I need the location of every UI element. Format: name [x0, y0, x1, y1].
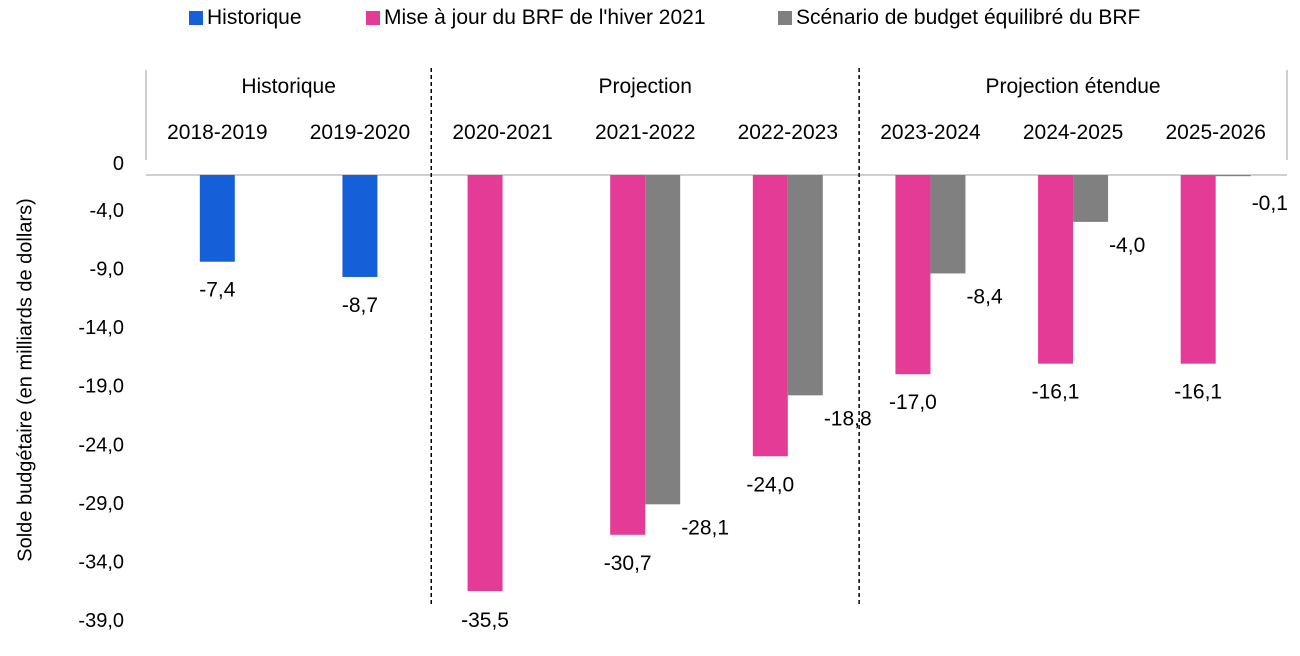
legend: Historique Mise à jour du BRF de l'hiver …	[0, 6, 1300, 36]
legend-item: Mise à jour du BRF de l'hiver 2021	[366, 6, 706, 30]
bar	[610, 175, 646, 535]
category-label: 2018-2019	[167, 121, 267, 144]
data-label: -18,8	[824, 407, 872, 430]
y-tick-label: -9,0	[90, 258, 124, 280]
category-label: 2025-2026	[1165, 121, 1265, 144]
y-tick-label: -4,0	[90, 200, 124, 222]
bar	[787, 175, 823, 396]
group-label: Projection	[598, 75, 691, 98]
legend-label: Mise à jour du BRF de l'hiver 2021	[384, 6, 706, 29]
data-label: -4,0	[1109, 234, 1145, 257]
legend-item: Historique	[189, 6, 302, 30]
data-label: -16,1	[1174, 381, 1222, 404]
data-label: -0,1	[1252, 192, 1288, 215]
data-label: -30,7	[604, 552, 652, 575]
y-tick-label: -39,0	[78, 610, 124, 632]
category-label: 2024-2025	[1023, 121, 1123, 144]
category-label: 2019-2020	[310, 121, 410, 144]
group-label: Projection étendue	[985, 75, 1160, 98]
data-label: -17,0	[889, 391, 937, 414]
legend-swatch	[189, 11, 203, 25]
bar	[467, 175, 503, 592]
y-tick-label: -14,0	[78, 317, 124, 339]
y-tick-label: -34,0	[78, 551, 124, 573]
bar	[1215, 175, 1251, 177]
bar	[1180, 175, 1216, 364]
legend-swatch	[366, 11, 380, 25]
data-label: -16,1	[1032, 381, 1080, 404]
group-label: Historique	[241, 75, 336, 98]
legend-label: Scénario de budget équilibré du BRF	[796, 6, 1141, 29]
legend-label: Historique	[207, 6, 302, 29]
y-tick-label: -19,0	[78, 376, 124, 398]
y-tick-label: 0	[113, 153, 124, 175]
bar	[895, 175, 931, 375]
bar	[930, 175, 966, 274]
bar	[645, 175, 681, 505]
data-label: -8,4	[966, 285, 1003, 308]
category-label: 2022-2023	[738, 121, 838, 144]
bar	[199, 175, 235, 262]
legend-swatch	[778, 11, 792, 25]
data-label: -24,0	[746, 473, 794, 496]
category-label: 2023-2024	[880, 121, 981, 144]
y-tick-label: -29,0	[78, 493, 124, 515]
category-label: 2021-2022	[595, 121, 695, 144]
bar	[342, 175, 378, 277]
bar	[1038, 175, 1074, 364]
category-label: 2020-2021	[452, 121, 552, 144]
data-label: -8,7	[342, 294, 378, 317]
bar	[752, 175, 788, 457]
bar	[1073, 175, 1109, 222]
legend-item: Scénario de budget équilibré du BRF	[778, 6, 1140, 30]
data-label: -28,1	[681, 516, 729, 539]
data-label: -35,5	[461, 609, 509, 632]
y-tick-label: -24,0	[78, 434, 124, 456]
data-label: -7,4	[199, 279, 236, 302]
